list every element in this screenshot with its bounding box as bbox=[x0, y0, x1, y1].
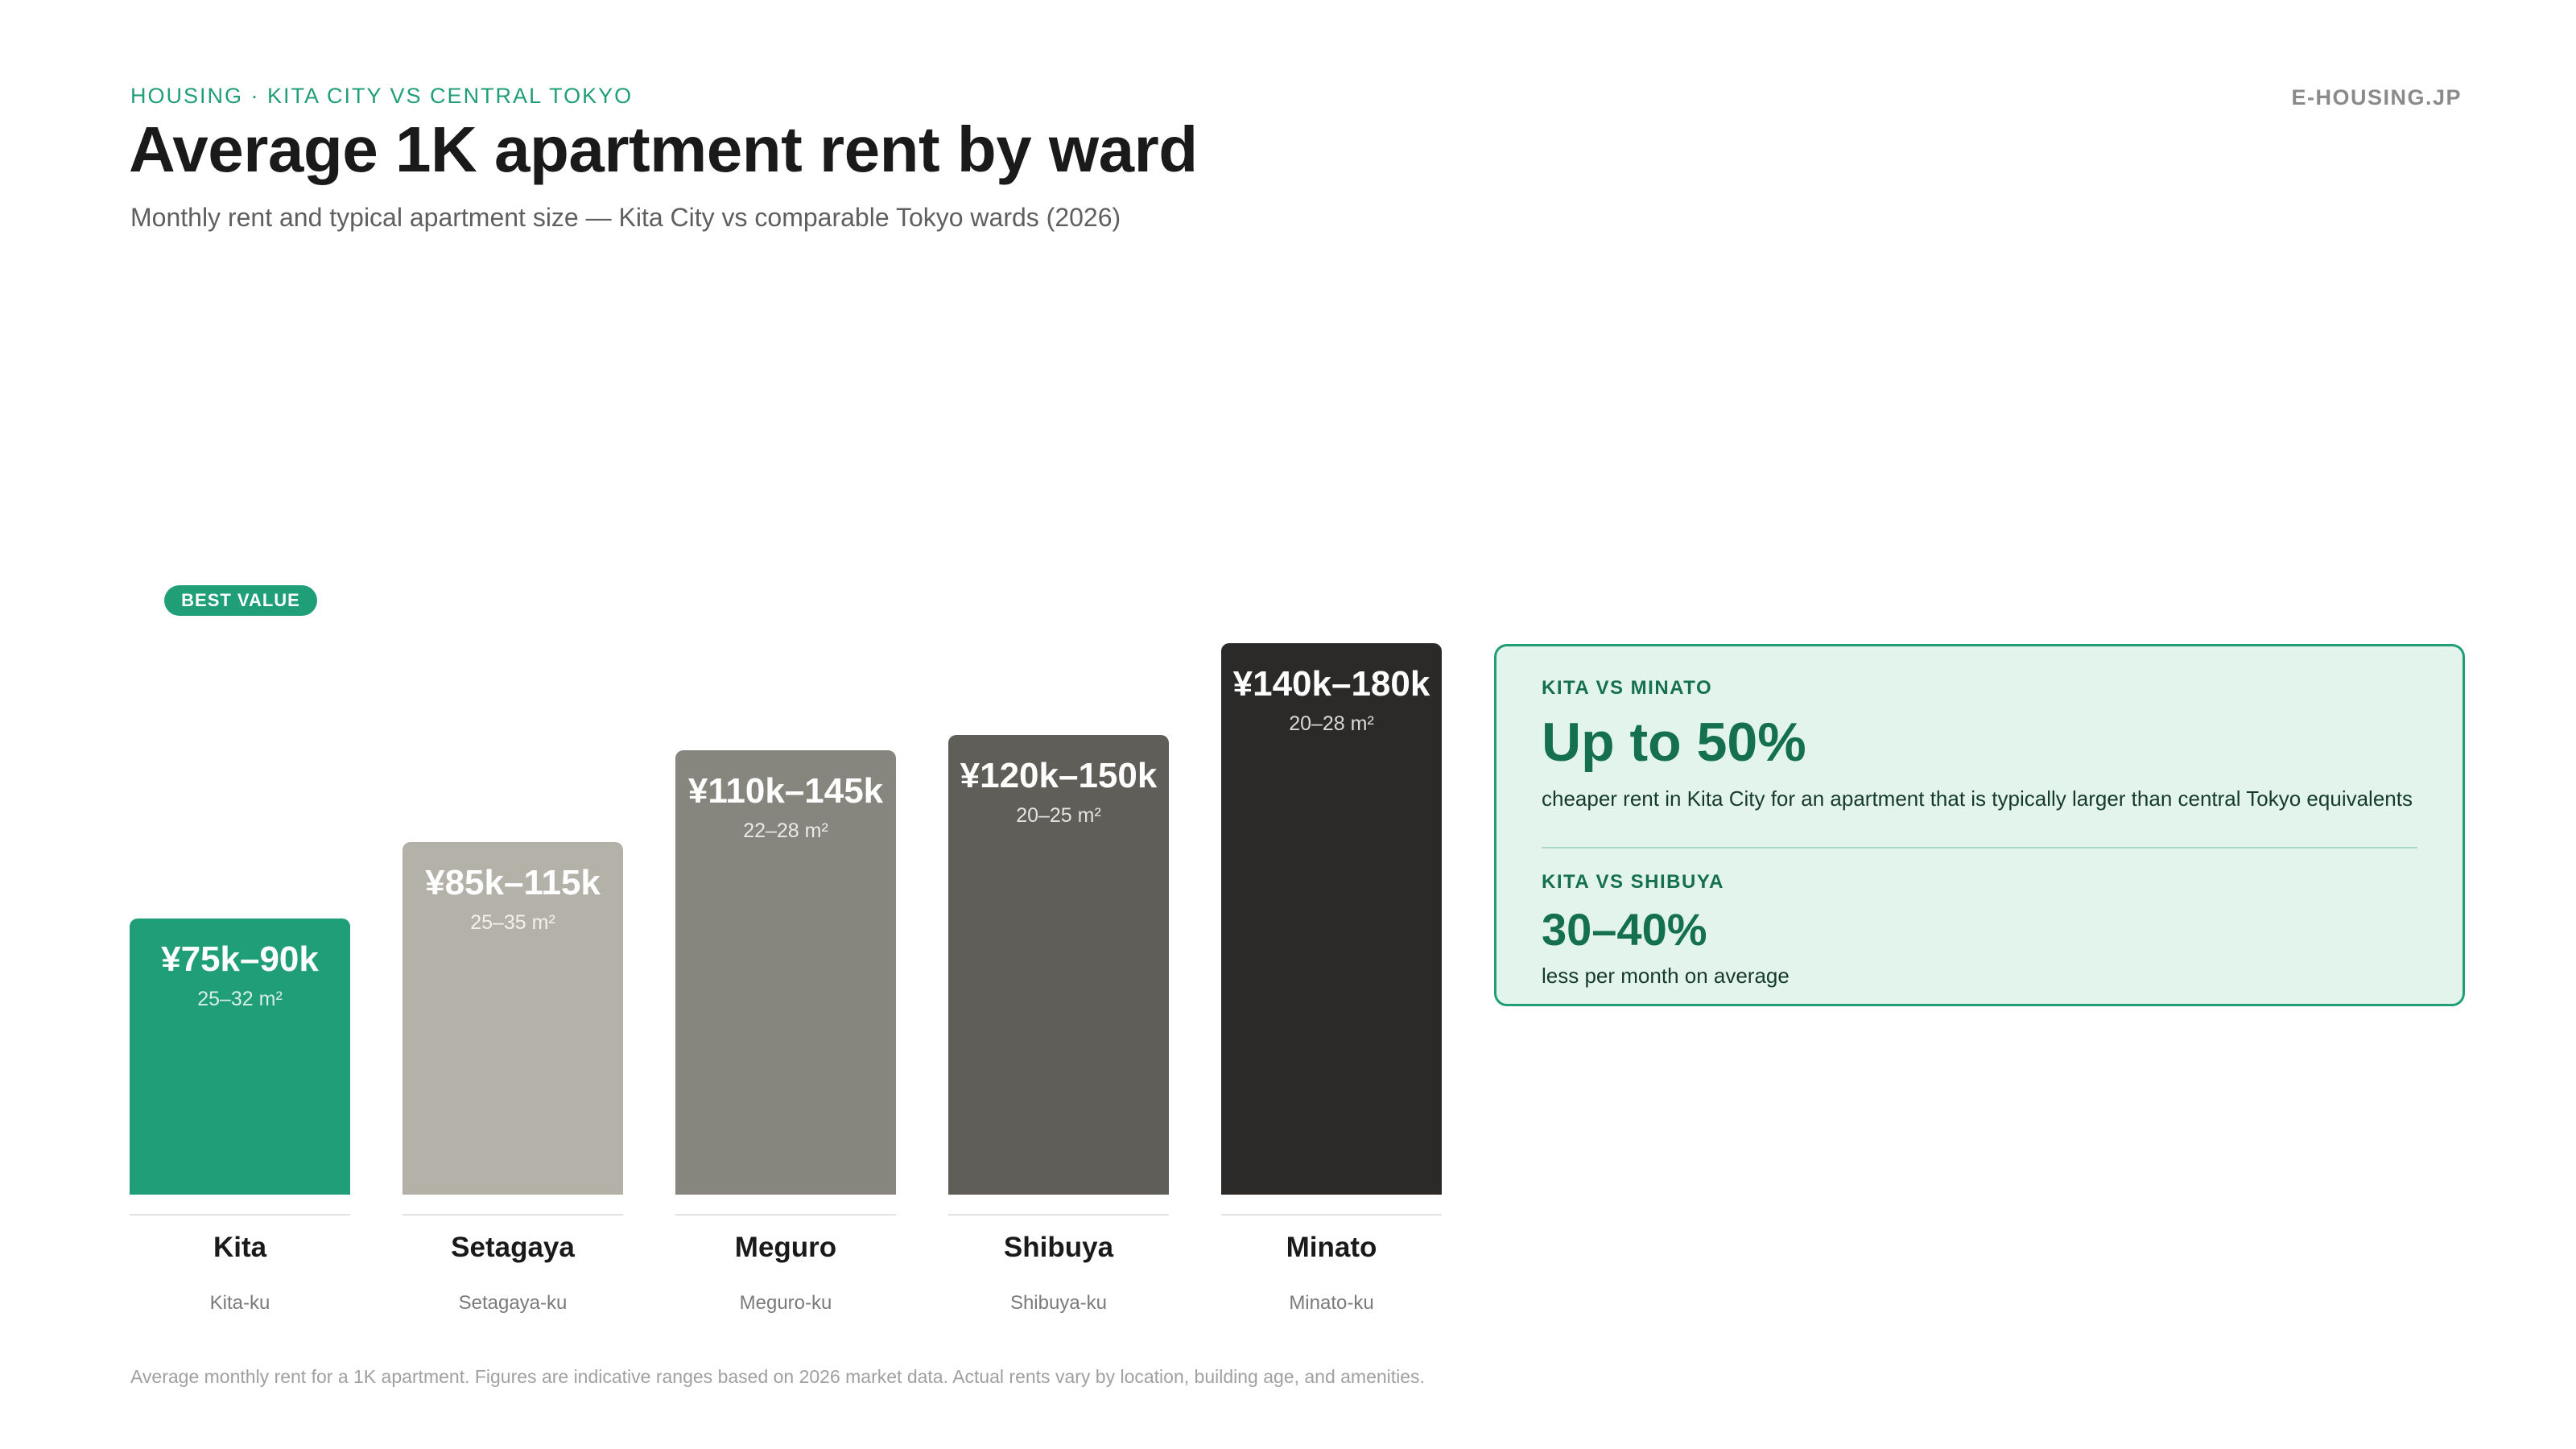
callout-divider bbox=[1542, 847, 2417, 848]
page-title: Average 1K apartment rent by ward bbox=[129, 114, 1198, 185]
page-subtitle: Monthly rent and typical apartment size … bbox=[130, 203, 1121, 232]
best-value-badge: BEST VALUE bbox=[164, 585, 317, 616]
callout-text-shibuya: less per month on average bbox=[1542, 964, 1790, 988]
callout-stat-shibuya: 30–40% bbox=[1542, 904, 1707, 955]
callout-label-shibuya: KITA VS SHIBUYA bbox=[1542, 871, 1724, 893]
bar-price-label: ¥140k–180k bbox=[1232, 664, 1430, 704]
bar-price-label: ¥120k–150k bbox=[960, 756, 1158, 795]
bar-meguro[interactable]: ¥110k–145k 22–28 m² bbox=[675, 750, 896, 1195]
ward-label: Kita bbox=[213, 1232, 267, 1263]
bar-baseline bbox=[130, 1214, 350, 1216]
ward-sublabel: Minato-ku bbox=[1289, 1292, 1374, 1314]
callout-label-minato: KITA VS MINATO bbox=[1542, 677, 1713, 699]
bar-setagaya[interactable]: ¥85k–115k 25–35 m² bbox=[402, 842, 623, 1195]
ward-sublabel: Meguro-ku bbox=[739, 1292, 832, 1314]
ward-sublabel: Kita-ku bbox=[209, 1292, 270, 1314]
bar-size-label: 20–25 m² bbox=[1016, 804, 1101, 827]
bar-size-label: 25–32 m² bbox=[197, 988, 283, 1010]
rent-chart: ¥75k–90k 25–32 m² Kita Kita-ku ¥85k–115k 25–3… bbox=[130, 643, 1442, 1314]
bar-shibuya[interactable]: ¥120k–150k 20–25 m² bbox=[948, 735, 1169, 1195]
bar-baseline bbox=[948, 1214, 1169, 1216]
bar-baseline bbox=[675, 1214, 896, 1216]
ward-sublabel: Setagaya-ku bbox=[458, 1292, 568, 1314]
callout-stat-minato: Up to 50% bbox=[1542, 712, 1806, 773]
bar-price-label: ¥110k–145k bbox=[687, 771, 884, 811]
bar-minato[interactable]: ¥140k–180k 20–28 m² bbox=[1221, 643, 1442, 1195]
bar-size-label: 25–35 m² bbox=[470, 911, 555, 934]
bar-size-label: 20–28 m² bbox=[1289, 712, 1374, 735]
bar-size-label: 22–28 m² bbox=[743, 819, 828, 842]
callout-text-minato: cheaper rent in Kita City for an apartme… bbox=[1542, 786, 2413, 811]
bar-baseline bbox=[402, 1214, 623, 1216]
ward-label: Meguro bbox=[734, 1232, 837, 1263]
ward-label: Minato bbox=[1286, 1232, 1377, 1263]
ward-sublabel: Shibuya-ku bbox=[1009, 1292, 1108, 1314]
footnote: Average monthly rent for a 1K apartment.… bbox=[130, 1366, 1425, 1387]
ward-label: Shibuya bbox=[1003, 1232, 1114, 1263]
comparison-callout: KITA VS MINATO Up to 50% cheaper rent in… bbox=[1494, 644, 2465, 1006]
bar-price-label: ¥85k–115k bbox=[425, 863, 601, 902]
ward-label: Setagaya bbox=[451, 1232, 575, 1263]
eyebrow: HOUSING · KITA CITY VS CENTRAL TOKYO bbox=[130, 84, 634, 108]
bar-kita[interactable]: ¥75k–90k 25–32 m² bbox=[130, 919, 350, 1195]
brand-logo[interactable]: E-HOUSING.JP bbox=[2291, 85, 2462, 109]
bar-baseline bbox=[1221, 1214, 1442, 1216]
bar-price-label: ¥75k–90k bbox=[161, 939, 319, 979]
